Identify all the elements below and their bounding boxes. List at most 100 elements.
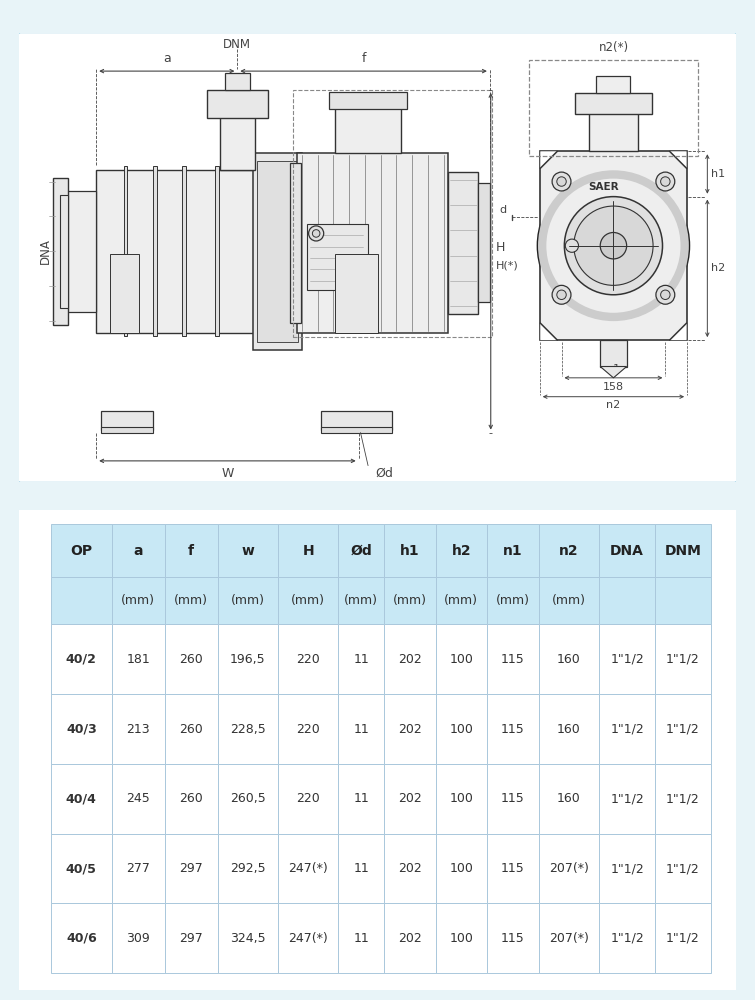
Bar bbox=[436, 764, 487, 834]
Bar bbox=[384, 903, 436, 973]
Text: 207(*): 207(*) bbox=[549, 932, 589, 945]
Bar bbox=[384, 694, 436, 764]
Text: 228,5: 228,5 bbox=[230, 723, 266, 736]
Bar bbox=[51, 834, 112, 903]
Text: OP: OP bbox=[70, 544, 92, 558]
Bar bbox=[278, 834, 338, 903]
Text: n2: n2 bbox=[606, 400, 621, 410]
Polygon shape bbox=[541, 151, 557, 168]
Bar bbox=[217, 764, 278, 834]
Text: 1"1/2: 1"1/2 bbox=[666, 792, 700, 805]
Text: a: a bbox=[163, 52, 171, 65]
Bar bbox=[335, 254, 378, 333]
Bar bbox=[60, 191, 96, 312]
Bar bbox=[479, 183, 490, 302]
Text: h2: h2 bbox=[451, 544, 471, 558]
Circle shape bbox=[600, 232, 627, 259]
Text: 1"1/2: 1"1/2 bbox=[666, 932, 700, 945]
Bar bbox=[217, 694, 278, 764]
Bar bbox=[165, 834, 217, 903]
Bar bbox=[338, 903, 384, 973]
Bar bbox=[599, 524, 655, 577]
Bar bbox=[51, 524, 112, 577]
Bar bbox=[215, 166, 219, 336]
Text: (mm): (mm) bbox=[291, 594, 325, 607]
Bar bbox=[599, 694, 655, 764]
Text: (mm): (mm) bbox=[174, 594, 208, 607]
Bar bbox=[487, 577, 538, 624]
Bar bbox=[538, 764, 599, 834]
Text: 202: 202 bbox=[398, 862, 422, 875]
Text: 202: 202 bbox=[398, 723, 422, 736]
Bar bbox=[321, 427, 392, 433]
Text: 40/4: 40/4 bbox=[66, 792, 97, 805]
Text: h2: h2 bbox=[711, 263, 726, 273]
Bar bbox=[487, 903, 538, 973]
Text: H(*): H(*) bbox=[495, 261, 518, 271]
Text: 160: 160 bbox=[557, 792, 581, 805]
Bar bbox=[112, 764, 165, 834]
Circle shape bbox=[565, 239, 578, 252]
Text: 220: 220 bbox=[296, 653, 320, 666]
Bar bbox=[217, 624, 278, 694]
Text: f: f bbox=[362, 52, 366, 65]
Bar bbox=[538, 624, 599, 694]
Bar bbox=[51, 624, 112, 694]
Text: 207(*): 207(*) bbox=[549, 862, 589, 875]
Text: (mm): (mm) bbox=[445, 594, 479, 607]
Text: 115: 115 bbox=[501, 792, 525, 805]
Bar bbox=[321, 411, 392, 430]
Text: 297: 297 bbox=[179, 862, 203, 875]
Circle shape bbox=[656, 285, 675, 304]
Text: (mm): (mm) bbox=[231, 594, 265, 607]
Text: DNA: DNA bbox=[610, 544, 644, 558]
Bar bbox=[112, 524, 165, 577]
Text: 40/2: 40/2 bbox=[66, 653, 97, 666]
Circle shape bbox=[313, 230, 320, 237]
Text: 1"1/2: 1"1/2 bbox=[610, 723, 644, 736]
Circle shape bbox=[557, 290, 566, 299]
Bar bbox=[529, 60, 698, 156]
Text: 260: 260 bbox=[179, 792, 203, 805]
Bar bbox=[278, 764, 338, 834]
Bar bbox=[338, 624, 384, 694]
Text: Ød: Ød bbox=[376, 467, 393, 480]
Bar bbox=[338, 524, 384, 577]
Bar bbox=[112, 577, 165, 624]
Circle shape bbox=[552, 285, 571, 304]
Bar bbox=[436, 524, 487, 577]
Bar bbox=[329, 92, 407, 109]
Text: 260,5: 260,5 bbox=[230, 792, 266, 805]
Bar bbox=[436, 577, 487, 624]
Bar bbox=[112, 624, 165, 694]
Text: 11: 11 bbox=[353, 792, 369, 805]
Bar bbox=[436, 694, 487, 764]
Text: 160: 160 bbox=[557, 653, 581, 666]
Bar bbox=[655, 903, 711, 973]
Bar bbox=[153, 166, 157, 336]
Bar bbox=[338, 694, 384, 764]
Text: 1"1/2: 1"1/2 bbox=[666, 653, 700, 666]
Text: h1: h1 bbox=[711, 169, 726, 179]
Bar bbox=[335, 101, 401, 153]
Bar bbox=[487, 624, 538, 694]
Text: 1"1/2: 1"1/2 bbox=[610, 932, 644, 945]
Text: h1: h1 bbox=[400, 544, 420, 558]
Bar bbox=[290, 163, 301, 323]
Text: (mm): (mm) bbox=[496, 594, 530, 607]
Text: 324,5: 324,5 bbox=[230, 932, 266, 945]
Bar bbox=[293, 90, 492, 337]
Bar bbox=[124, 166, 128, 336]
Text: 202: 202 bbox=[398, 792, 422, 805]
Bar bbox=[307, 224, 368, 290]
Text: 100: 100 bbox=[449, 862, 473, 875]
Bar bbox=[384, 524, 436, 577]
Circle shape bbox=[309, 226, 324, 241]
Bar bbox=[599, 903, 655, 973]
Text: 260: 260 bbox=[179, 723, 203, 736]
Bar bbox=[487, 694, 538, 764]
Text: a: a bbox=[134, 544, 143, 558]
Bar bbox=[338, 764, 384, 834]
Text: W: W bbox=[221, 467, 233, 480]
Text: (mm): (mm) bbox=[344, 594, 378, 607]
